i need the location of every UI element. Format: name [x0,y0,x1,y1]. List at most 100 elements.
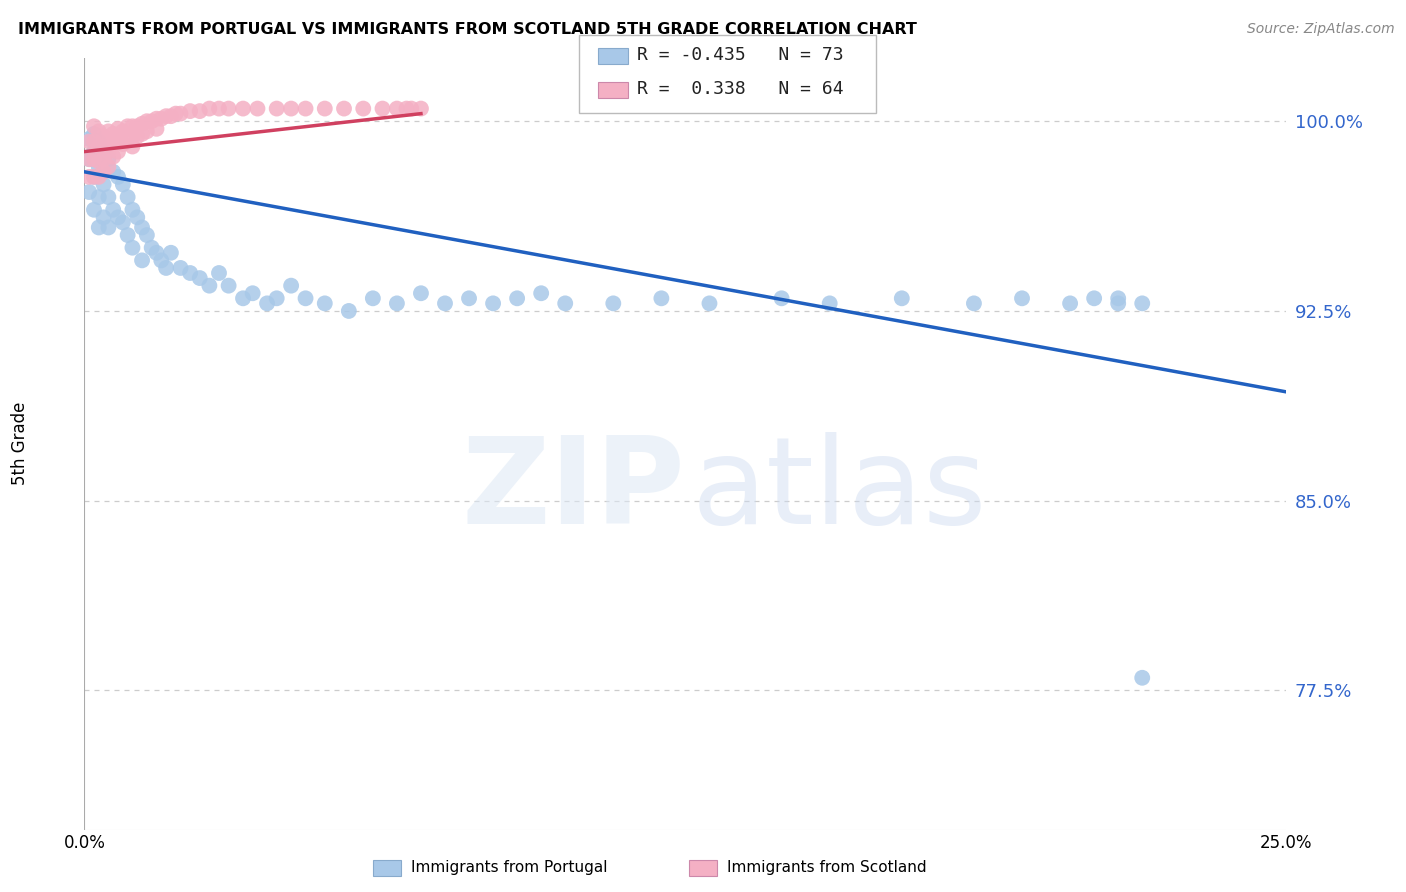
Point [87,154,110,169]
Point [111,178,134,192]
Point [83,120,105,134]
Point [117,228,139,243]
Text: Source: ZipAtlas.com: Source: ZipAtlas.com [1247,22,1395,37]
Point [818,296,841,310]
Point [155,109,177,123]
Point [107,169,129,184]
Point [83,202,105,217]
Point [1130,671,1153,685]
Point [135,114,157,128]
Point [97,145,120,159]
Point [141,114,163,128]
Point [179,266,201,280]
Point [198,102,221,116]
Point [121,120,143,134]
Point [401,102,423,116]
Point [121,202,143,217]
Point [242,286,264,301]
Point [188,271,211,285]
Point [371,102,394,116]
Point [218,278,240,293]
Point [160,109,183,123]
Point [208,266,231,280]
Point [93,152,115,166]
Point [482,296,505,310]
Point [107,121,129,136]
Point [93,211,115,225]
Point [1107,296,1129,310]
Point [77,169,100,184]
Point [87,139,110,153]
Point [314,102,336,116]
Point [93,139,115,153]
Point [87,135,110,149]
Point [385,102,408,116]
Point [280,278,302,293]
Point [117,190,139,204]
Point [131,127,153,141]
Point [93,165,115,179]
Point [103,165,125,179]
Point [145,245,167,260]
Point [890,291,912,305]
Point [131,253,153,268]
Point [87,169,110,184]
Point [165,106,187,120]
Point [83,152,105,166]
Point [87,220,110,235]
Point [103,150,125,164]
Point [127,211,149,225]
Point [266,291,288,305]
Point [458,291,481,305]
Point [232,291,254,305]
Point [87,124,110,138]
Point [135,228,157,243]
Point [246,102,269,116]
Point [111,136,134,151]
Point [294,102,316,116]
Text: R = -0.435   N = 73: R = -0.435 N = 73 [637,46,844,64]
Point [127,129,149,144]
Y-axis label: 5th Grade: 5th Grade [11,402,28,485]
Point [87,190,110,204]
Point [530,286,553,301]
Point [352,102,374,116]
Point [103,135,125,149]
Point [409,286,432,301]
Point [107,145,129,159]
Point [103,202,125,217]
Point [169,260,191,275]
Point [97,124,120,138]
Point [111,215,134,229]
Point [1130,296,1153,310]
Point [141,241,163,255]
Point [434,296,457,310]
Point [188,104,211,119]
Point [160,245,183,260]
Point [121,129,143,144]
Point [103,127,125,141]
Point [1059,296,1081,310]
Point [232,102,254,116]
Point [1083,291,1105,305]
Point [97,135,120,149]
Point [121,139,143,153]
Text: atlas: atlas [692,432,987,549]
Point [77,152,100,166]
Point [337,304,360,318]
Point [93,145,115,159]
Point [409,102,432,116]
Text: R =  0.338   N = 64: R = 0.338 N = 64 [637,80,844,98]
Text: ZIP: ZIP [461,432,686,549]
Point [179,104,201,119]
Text: IMMIGRANTS FROM PORTUGAL VS IMMIGRANTS FROM SCOTLAND 5TH GRADE CORRELATION CHART: IMMIGRANTS FROM PORTUGAL VS IMMIGRANTS F… [18,22,917,37]
Point [93,178,115,192]
Point [385,296,408,310]
Point [314,296,336,310]
Point [77,135,100,149]
Point [294,291,316,305]
Point [1107,291,1129,305]
Point [131,220,153,235]
Point [256,296,278,310]
Text: Immigrants from Scotland: Immigrants from Scotland [727,861,927,875]
